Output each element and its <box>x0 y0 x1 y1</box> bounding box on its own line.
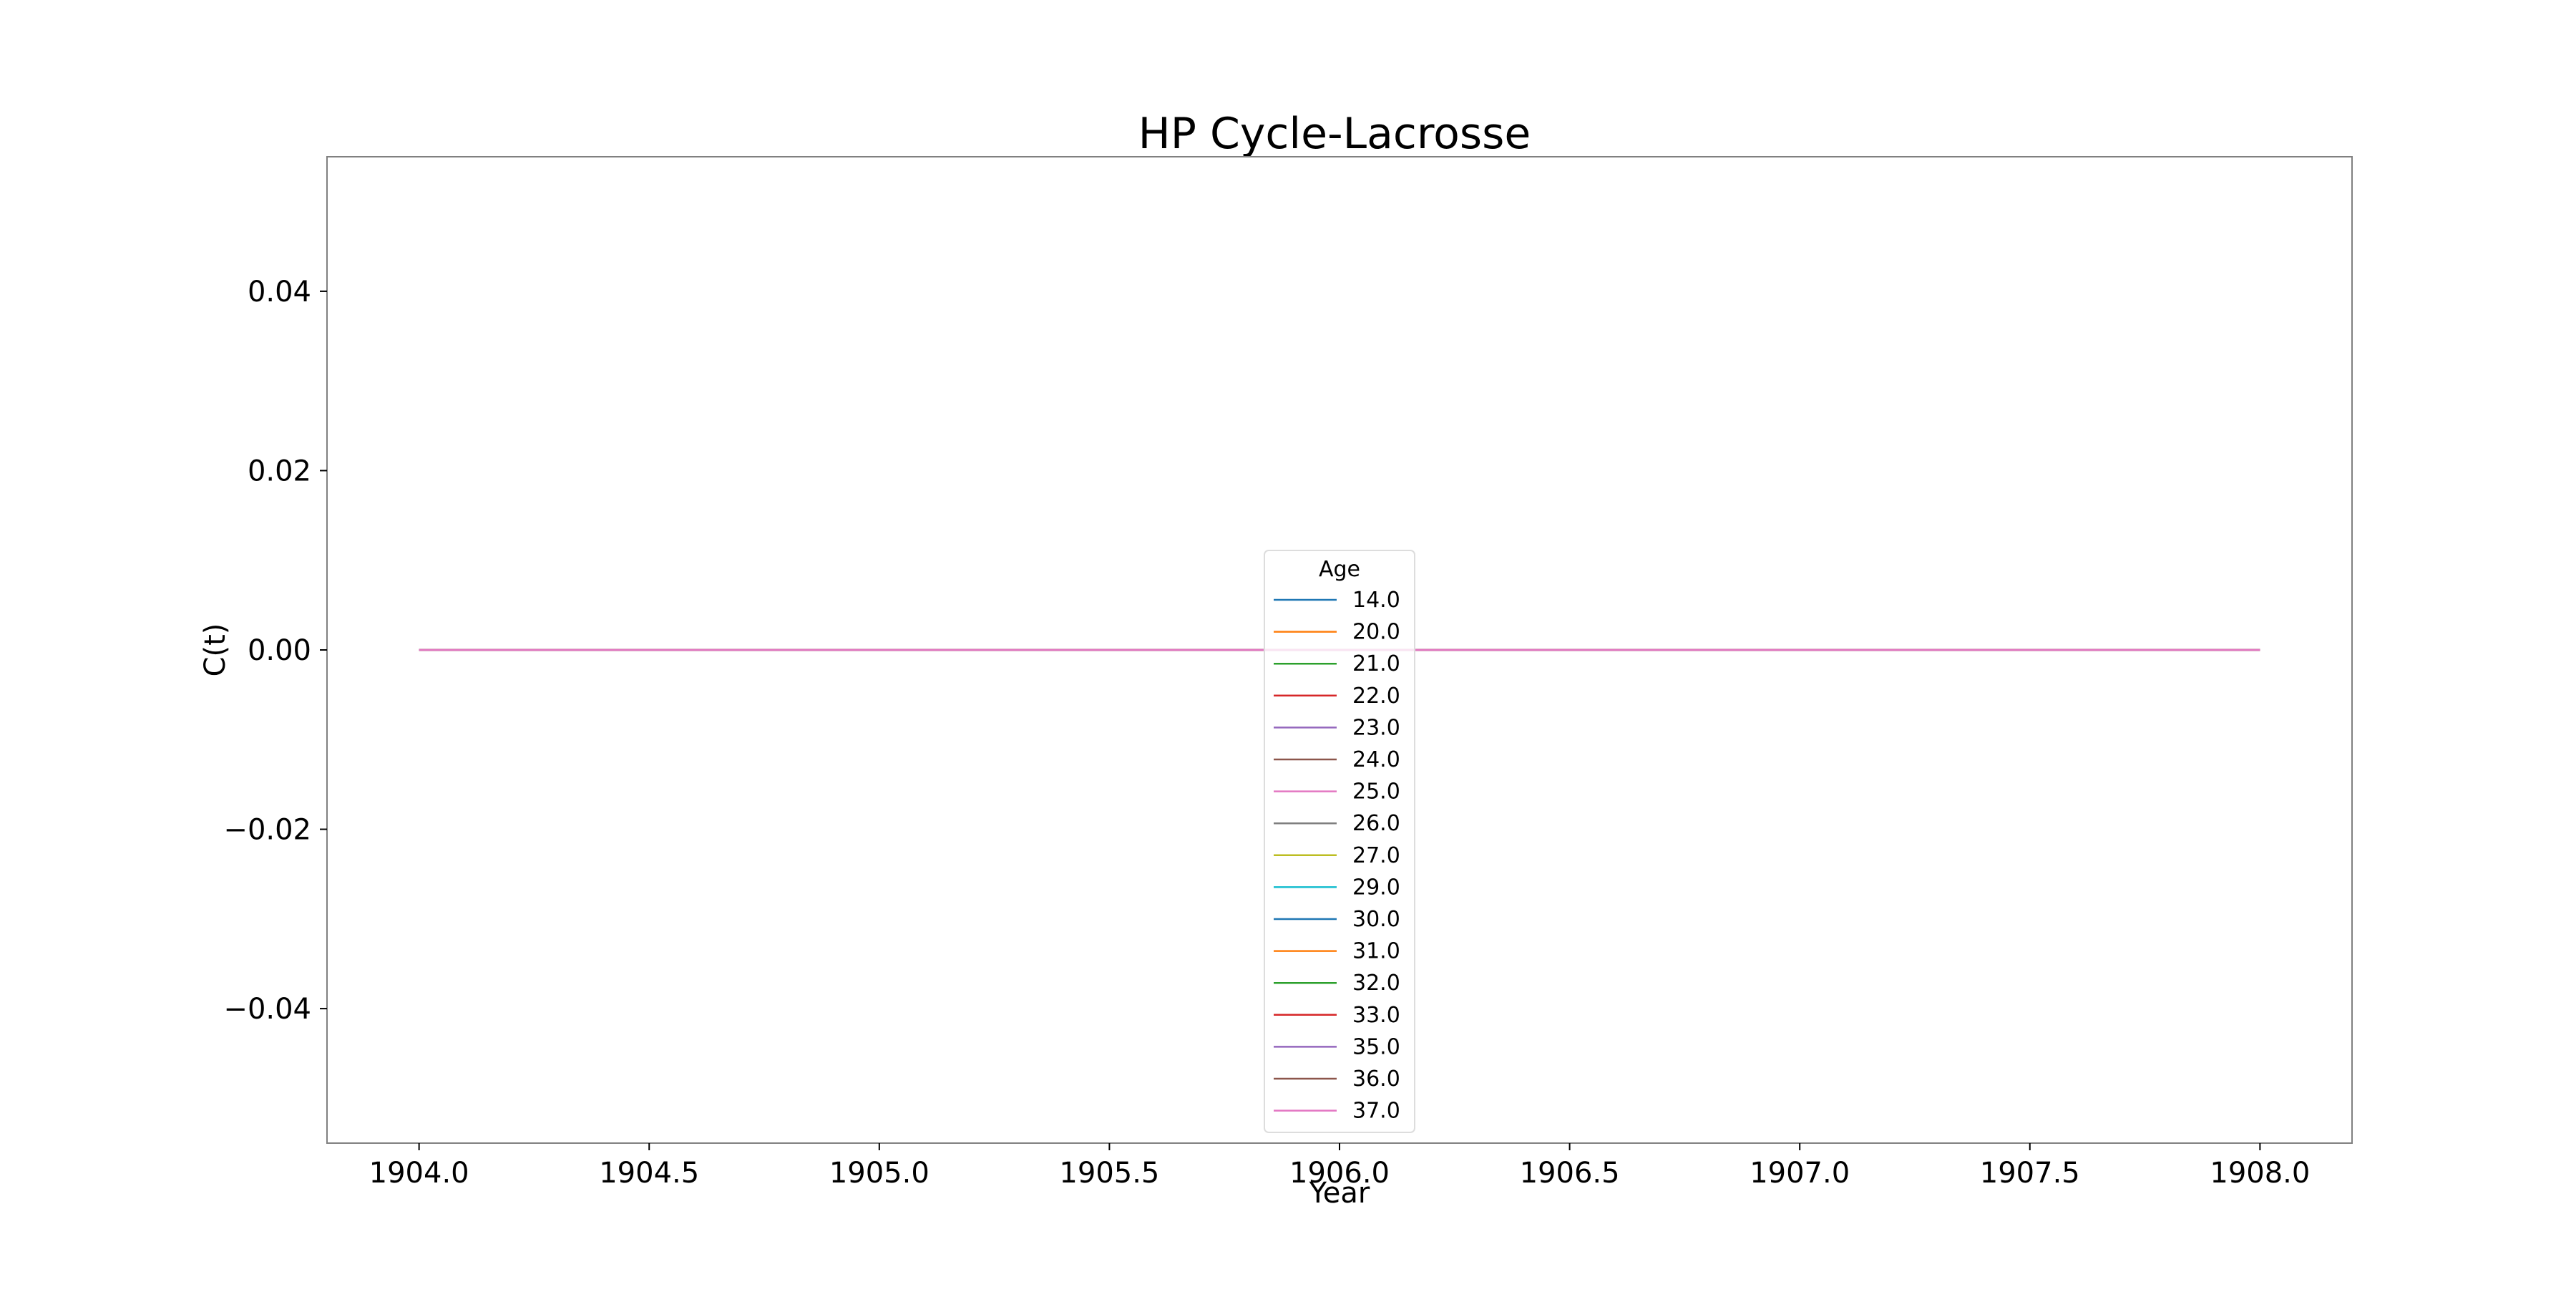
legend-entry-label: 26.0 <box>1352 811 1400 836</box>
x-tick-label: 1904.5 <box>599 1157 699 1190</box>
legend-entry-label: 25.0 <box>1352 779 1400 805</box>
y-tick-label: 0.00 <box>248 634 311 667</box>
x-tick-label: 1904.0 <box>369 1157 469 1190</box>
legend-entry-label: 37.0 <box>1352 1099 1400 1124</box>
legend-entry-label: 24.0 <box>1352 747 1400 772</box>
legend-entry-label: 14.0 <box>1352 588 1400 613</box>
y-tick-label: 0.04 <box>248 276 311 309</box>
legend-entry-label: 32.0 <box>1352 971 1400 996</box>
x-tick-label: 1906.0 <box>1289 1157 1390 1190</box>
legend-entry-label: 33.0 <box>1352 1003 1400 1028</box>
x-tick-label: 1905.5 <box>1059 1157 1159 1190</box>
legend-entry-label: 36.0 <box>1352 1067 1400 1092</box>
legend-entry-label: 23.0 <box>1352 715 1400 740</box>
legend-entry-label: 29.0 <box>1352 875 1400 900</box>
y-tick-label: 0.02 <box>248 455 311 487</box>
legend-title: Age <box>1319 557 1360 582</box>
legend-entry-label: 31.0 <box>1352 939 1400 964</box>
x-tick-label: 1907.0 <box>1750 1157 1850 1190</box>
x-axis-label: Year <box>1309 1177 1370 1210</box>
legend-entry-label: 30.0 <box>1352 907 1400 932</box>
x-tick-label: 1907.5 <box>1980 1157 2080 1190</box>
y-tick-label: −0.02 <box>223 814 311 847</box>
legend: Age 14.0 20.0 21.0 22.0 23.0 24.0 25.0 26.0 27.0… <box>1264 550 1415 1133</box>
legend-entry-label: 20.0 <box>1352 620 1400 645</box>
legend-entry-label: 21.0 <box>1352 651 1400 676</box>
legend-entry-label: 27.0 <box>1352 843 1400 868</box>
x-axis: 1904.0 1904.5 1905.0 1905.5 1906.0 1906.5 1907… <box>369 1143 2310 1190</box>
chart-title: HP Cycle-Lacrosse <box>1138 109 1531 159</box>
legend-items: 14.0 20.0 21.0 22.0 23.0 24.0 25.0 26.0 27.0 29.0… <box>1274 588 1400 1124</box>
x-tick-label: 1908.0 <box>2210 1157 2310 1190</box>
y-tick-label: −0.04 <box>223 993 311 1026</box>
y-axis-label: C(t) <box>199 623 232 677</box>
x-tick-label: 1906.5 <box>1520 1157 1620 1190</box>
legend-entry-label: 35.0 <box>1352 1034 1400 1059</box>
legend-entry-label: 22.0 <box>1352 684 1400 709</box>
y-axis: 0.04 0.02 0.00 −0.02 −0.04 <box>223 276 327 1026</box>
x-tick-label: 1905.0 <box>829 1157 930 1190</box>
